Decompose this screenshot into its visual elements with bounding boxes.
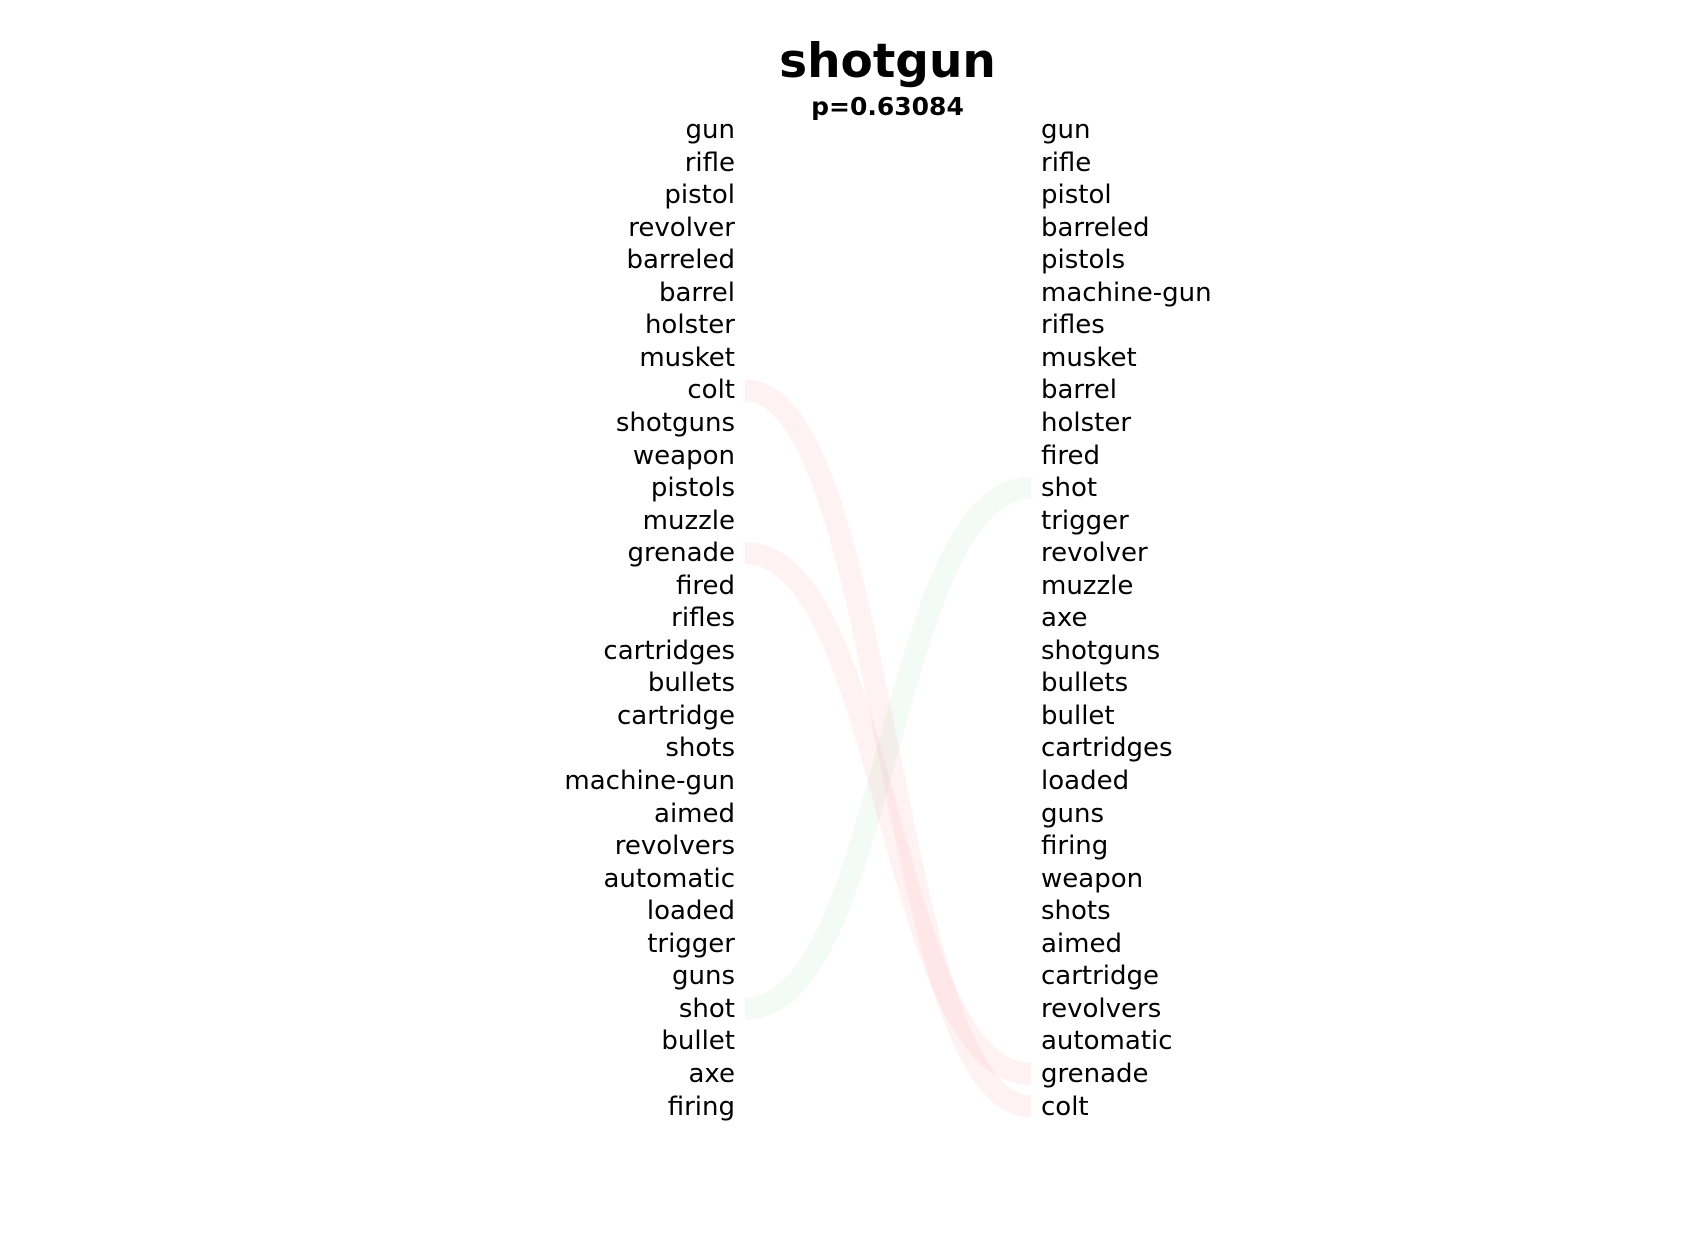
left-word: axe (688, 1058, 735, 1089)
left-word: bullets (647, 668, 735, 699)
right-word: muzzle (1041, 570, 1134, 601)
right-word: machine-gun (1041, 277, 1212, 308)
left-word: rifle (684, 147, 735, 178)
right-word: colt (1041, 1091, 1089, 1122)
left-word: weapon (632, 440, 735, 471)
right-word: trigger (1041, 505, 1129, 536)
right-word: barrel (1041, 375, 1118, 406)
left-word: rifles (671, 603, 735, 634)
left-word: musket (639, 342, 735, 373)
left-word: trigger (647, 928, 735, 959)
right-word: loaded (1041, 766, 1130, 796)
right-word: shot (1041, 473, 1098, 504)
left-word: shot (678, 993, 735, 1024)
left-word: cartridge (616, 700, 735, 731)
right-word: pistols (1041, 245, 1126, 276)
left-word: muzzle (642, 505, 735, 536)
link-path (743, 379, 1033, 1118)
link-ribbon-colt (743, 379, 1033, 1118)
link-ribbon-grenade (744, 542, 1032, 1085)
right-word: musket (1041, 342, 1137, 373)
right-word: pistol (1041, 180, 1112, 211)
left-word: gun (685, 115, 735, 145)
left-word: revolver (628, 212, 735, 243)
right-word: revolvers (1041, 993, 1162, 1024)
right-word: shots (1041, 896, 1111, 927)
right-word: shotguns (1041, 635, 1161, 666)
right-word: aimed (1041, 928, 1122, 959)
left-word: cartridges (603, 635, 735, 666)
left-word: loaded (646, 896, 735, 927)
right-word: barreled (1041, 212, 1150, 243)
left-word: pistols (650, 473, 735, 504)
right-word: guns (1041, 798, 1105, 829)
left-word: pistol (664, 180, 735, 211)
left-word: automatic (603, 863, 736, 894)
right-word: rifles (1041, 310, 1105, 341)
link-ribbon-shot (744, 477, 1032, 1020)
left-word: barrel (658, 277, 735, 308)
right-word: revolver (1041, 538, 1148, 569)
link-path (744, 542, 1032, 1085)
left-word: barreled (626, 245, 735, 276)
left-word: machine-gun (564, 766, 735, 796)
right-word: bullet (1041, 700, 1115, 731)
left-word: shots (665, 733, 735, 764)
page-title: shotgun (779, 34, 996, 89)
right-word: gun (1041, 115, 1091, 145)
left-word: grenade (627, 538, 735, 569)
left-word: firing (667, 1091, 735, 1122)
right-word: cartridge (1041, 961, 1160, 992)
right-word: cartridges (1041, 733, 1173, 764)
left-word: bullet (661, 1026, 735, 1057)
right-word: fired (1041, 440, 1100, 471)
p-value-subtitle: p=0.63084 (811, 92, 964, 121)
right-word: bullets (1041, 668, 1129, 699)
right-word: rifle (1041, 147, 1092, 178)
link-path (744, 477, 1032, 1020)
right-word: grenade (1041, 1058, 1149, 1089)
right-word: weapon (1041, 863, 1144, 894)
right-word: firing (1041, 831, 1109, 862)
left-word: holster (644, 310, 735, 341)
left-word: aimed (654, 798, 735, 829)
left-word: colt (687, 375, 735, 406)
left-word: guns (671, 961, 735, 992)
left-word: shotguns (615, 407, 735, 438)
right-word: automatic (1041, 1026, 1173, 1057)
left-word: revolvers (614, 831, 735, 862)
right-word: holster (1041, 407, 1132, 438)
left-word: fired (676, 570, 735, 601)
right-word: axe (1041, 603, 1088, 634)
